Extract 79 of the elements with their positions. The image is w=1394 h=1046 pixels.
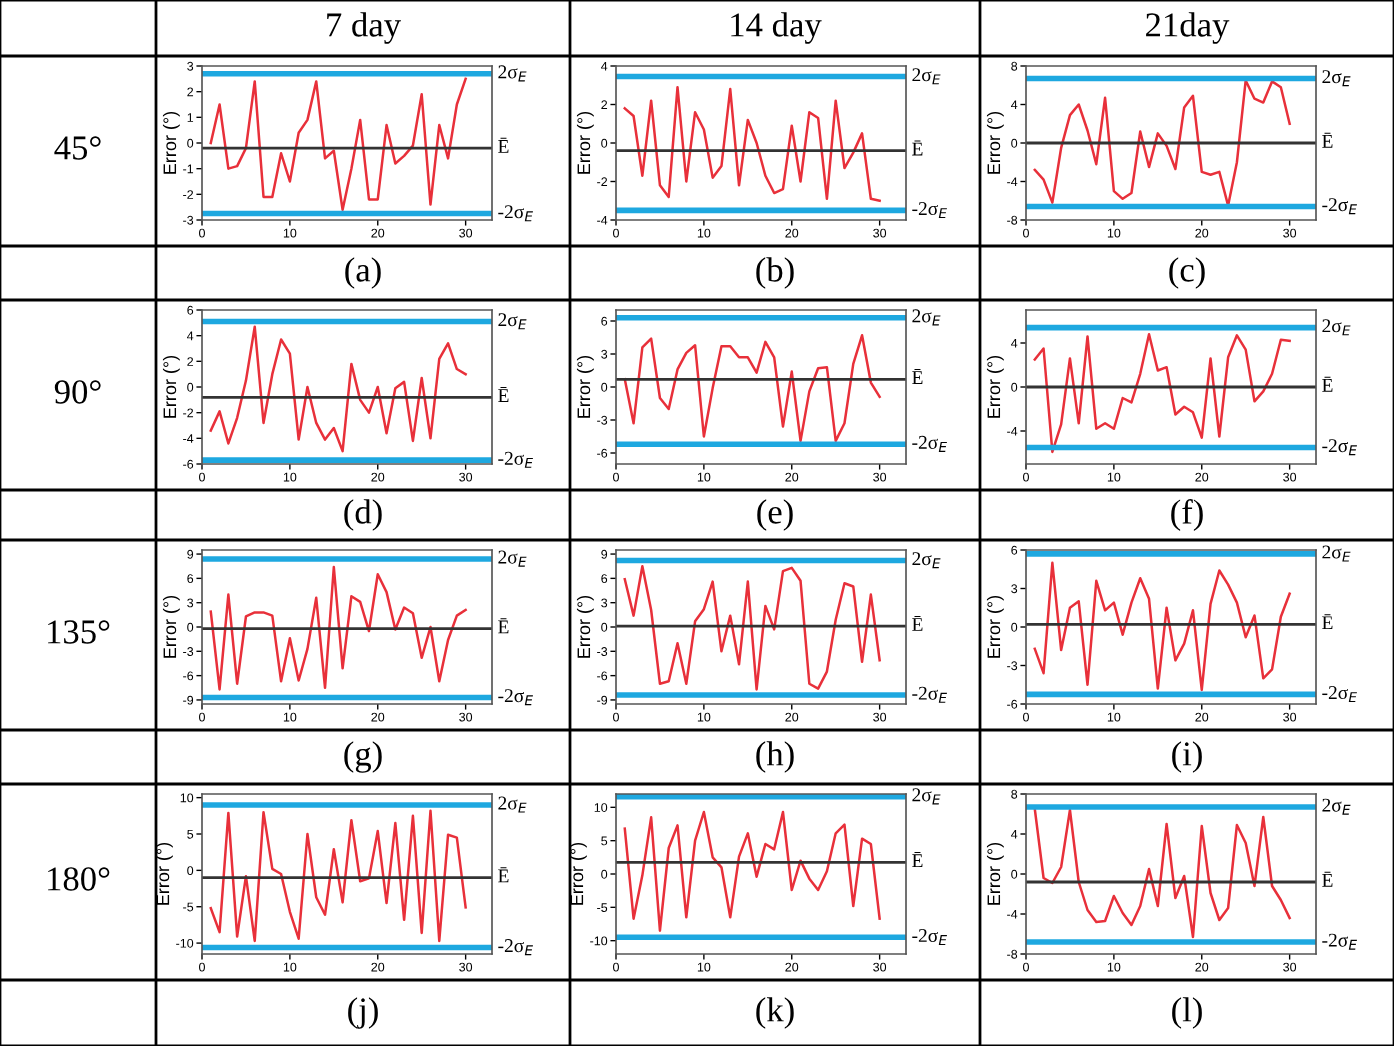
ref-line-label: 2σ$_{E}$ (1322, 798, 1351, 815)
ref-line-label: -2σ$_{E}$ (498, 939, 533, 956)
ref-line-label: 2σ$_{E}$ (1322, 70, 1351, 87)
y-axis-title: Error (°) (569, 842, 587, 905)
ref-line-label: 2σ$_{E}$ (912, 309, 941, 326)
text: (i) (1172, 741, 1202, 773)
ref-line-label: Ē (912, 615, 923, 631)
line-series (623, 810, 881, 932)
ref-line-label: Ē (1322, 132, 1333, 148)
text: 90° (54, 380, 101, 404)
ref-line-label: 2σ$_{E}$ (912, 68, 941, 85)
ref-line-label: -2σ$_{E}$ (1322, 933, 1357, 950)
ref-line-label: -2σ$_{E}$ (1322, 439, 1357, 456)
ref-line-label: -2σ$_{E}$ (498, 689, 533, 706)
ref-line-label: Ē (498, 867, 509, 883)
ref-line-label: -2σ$_{E}$ (1322, 198, 1357, 215)
y-axis-title: Error (°) (986, 111, 1004, 174)
text: (b) (756, 257, 794, 289)
ref-line-label: Ē (912, 140, 923, 156)
line-series (209, 565, 467, 691)
text: 180° (48, 867, 110, 891)
ref-line-label: -2σ$_{E}$ (1322, 686, 1357, 703)
y-axis-title: Error (°) (986, 842, 1004, 905)
ref-line-label: Ē (912, 369, 923, 384)
y-axis-title: Error (°) (155, 842, 173, 905)
ref-line-label: 2σ$_{E}$ (498, 796, 527, 813)
ref-line-label: -2σ$_{E}$ (498, 205, 533, 222)
y-axis-title: Error (°) (576, 111, 594, 174)
line-series (1033, 561, 1291, 692)
text: (j) (348, 997, 378, 1029)
ref-line-label: Ē (498, 618, 509, 634)
chart-title: 21day (1146, 12, 1230, 44)
ref-line-label: 2σ$_{E}$ (912, 552, 941, 569)
y-axis-title: Error (°) (576, 355, 594, 418)
ref-line-label: -2σ$_{E}$ (912, 435, 947, 452)
text: (g) (344, 741, 382, 773)
ref-line-label: -2σ$_{E}$ (912, 686, 947, 703)
line-series (209, 809, 467, 943)
line-series (1033, 79, 1291, 207)
ref-line-label: Ē (498, 137, 509, 153)
text: (e) (757, 499, 793, 531)
line-series (623, 564, 881, 691)
chart-title: 7 day (327, 12, 401, 44)
line-series (623, 334, 881, 443)
text: 45° (54, 136, 101, 160)
ref-line-label: Ē (1322, 871, 1333, 887)
ref-line-label: -2σ$_{E}$ (912, 928, 947, 946)
ref-line-label: Ē (912, 852, 923, 868)
ref-line-label: Ē (498, 386, 509, 402)
ref-line-label: -2σ$_{E}$ (498, 451, 533, 468)
text: (f) (1171, 499, 1203, 531)
y-axis-title: Error (°) (576, 595, 594, 658)
ref-line-label: 2σ$_{E}$ (1322, 545, 1351, 562)
ref-line-label: Ē (1322, 376, 1333, 392)
ref-line-label: Ē (1322, 614, 1333, 630)
line-series (1033, 807, 1291, 939)
y-axis-title: Error (°) (986, 355, 1004, 418)
y-axis-title: Error (°) (162, 595, 180, 658)
ref-line-label: 2σ$_{E}$ (498, 313, 527, 330)
line-series (623, 85, 881, 202)
ref-line-label: 2σ$_{E}$ (912, 788, 941, 805)
text: (l) (1172, 997, 1202, 1029)
y-axis-title: Error (°) (162, 355, 180, 418)
text: (h) (756, 741, 794, 773)
line-series (1033, 332, 1291, 454)
text: (a) (345, 257, 381, 289)
ref-line-label: 2σ$_{E}$ (498, 550, 527, 567)
text: (d) (344, 499, 382, 531)
text: (k) (756, 997, 794, 1029)
y-axis-title: Error (°) (162, 111, 180, 174)
line-series (209, 77, 467, 211)
line-series (209, 325, 467, 453)
ref-line-label: 2σ$_{E}$ (1322, 319, 1351, 336)
text: 135° (48, 620, 110, 644)
y-axis-title: Error (°) (986, 595, 1004, 658)
chart-title: 14 day (731, 12, 822, 44)
text: (c) (1169, 257, 1205, 289)
ref-line-label: -2σ$_{E}$ (912, 202, 947, 219)
ref-line-label: 2σ$_{E}$ (498, 65, 527, 82)
